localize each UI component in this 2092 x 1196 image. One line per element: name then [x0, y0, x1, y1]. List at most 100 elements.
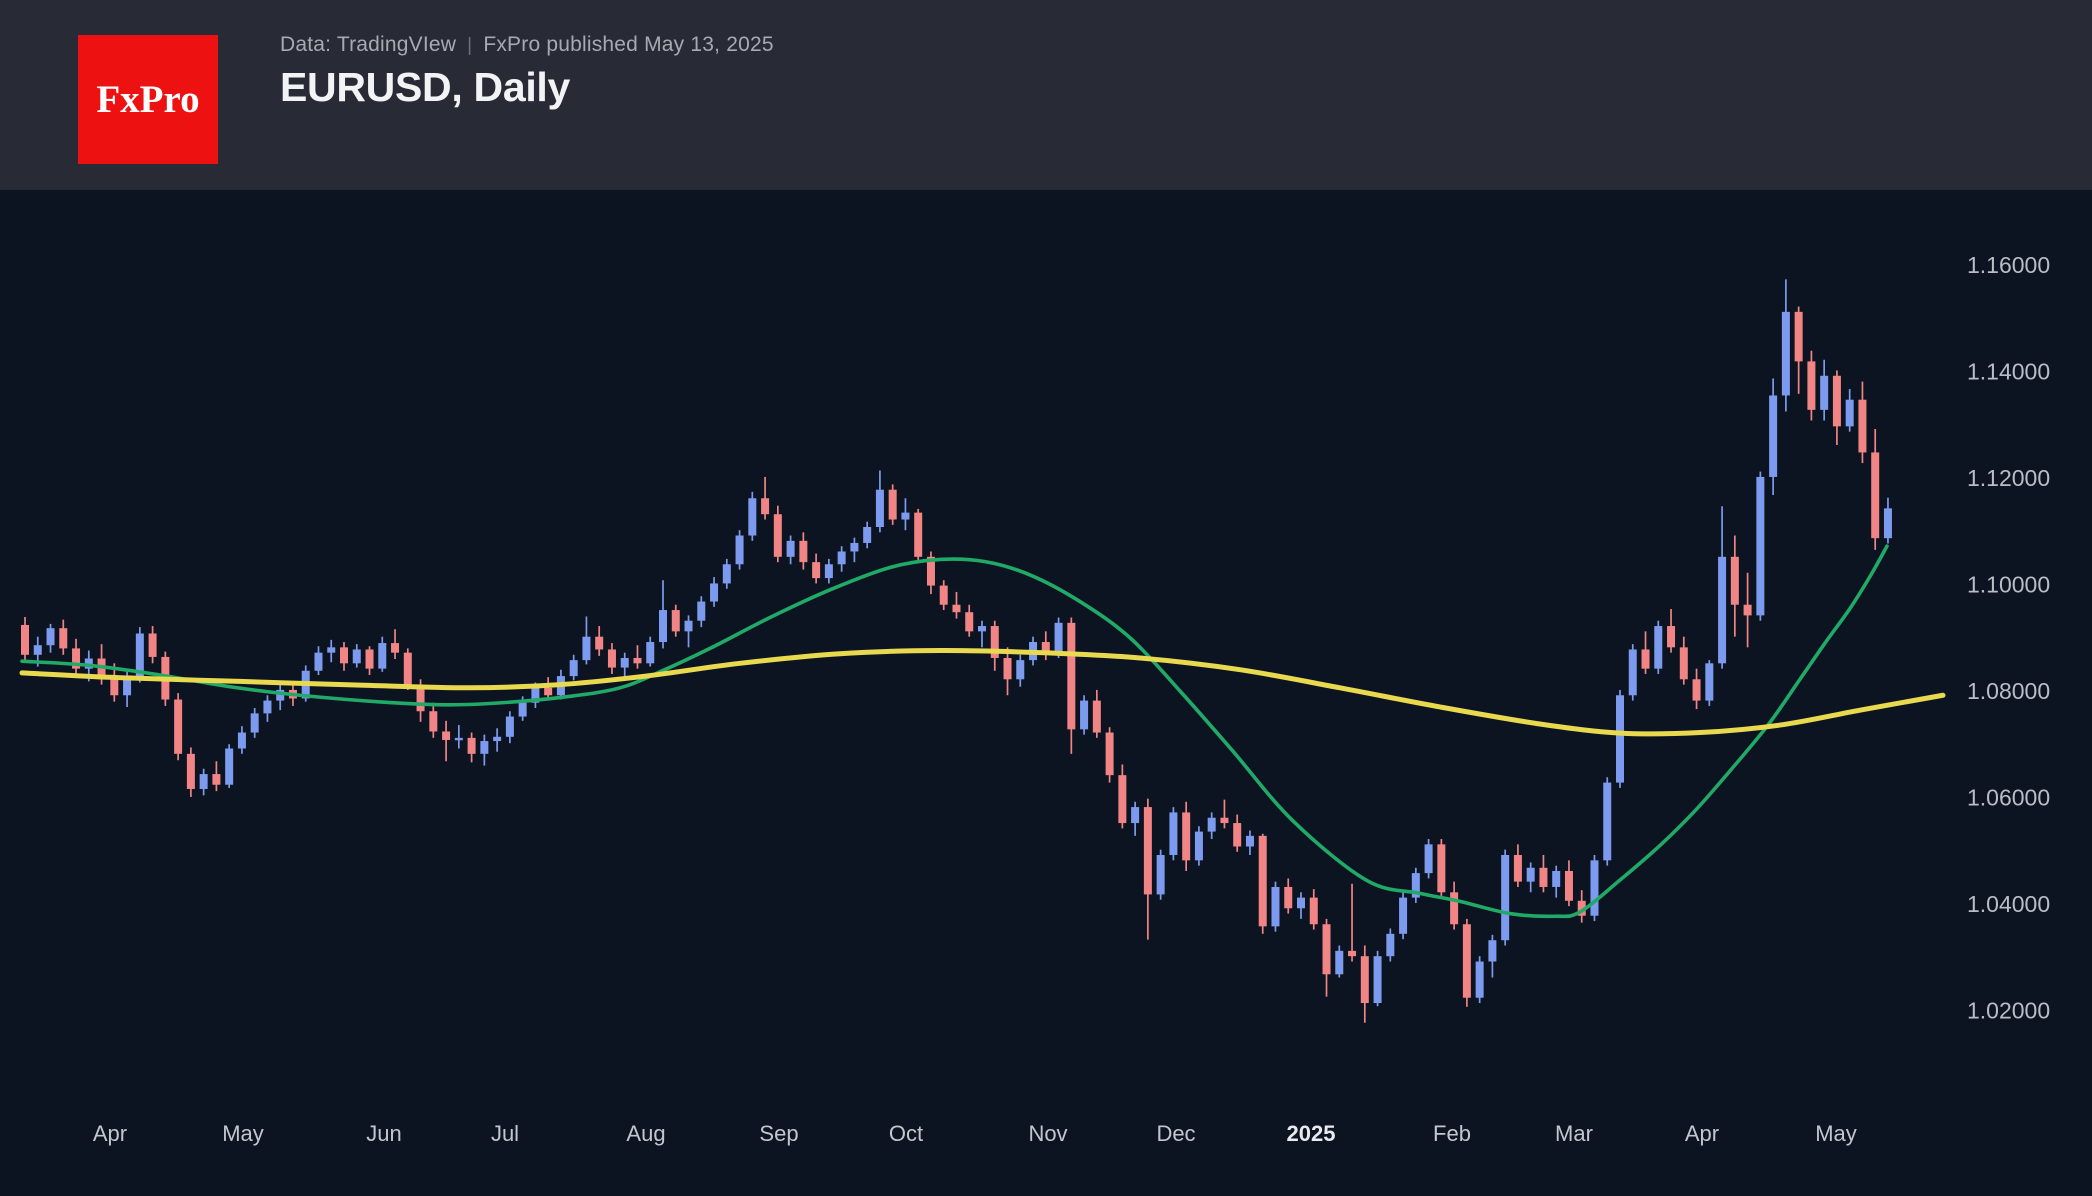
candle-body-down	[59, 628, 68, 649]
x-axis-tick-label: May	[1815, 1121, 1857, 1146]
x-axis-tick-label: Dec	[1156, 1121, 1195, 1146]
candle-body-down	[174, 699, 183, 754]
candle-body-up	[1245, 835, 1254, 847]
candle-body-down	[1692, 679, 1701, 701]
candle-body-down	[1322, 924, 1331, 975]
candle-body-up	[135, 633, 144, 678]
candle-body-up	[1207, 817, 1216, 832]
x-axis-tick-label: Apr	[1685, 1121, 1719, 1146]
y-axis-tick-label: 1.04000	[1967, 891, 2050, 917]
x-axis-tick-label: Sep	[759, 1121, 798, 1146]
candle-body-down	[365, 649, 374, 669]
y-axis-tick-label: 1.06000	[1967, 785, 2050, 811]
candle-body-up	[710, 583, 719, 602]
chart-source-line: Data: TradingVIew | FxPro published May …	[280, 33, 774, 57]
candle-body-down	[812, 562, 821, 579]
candle-body-down	[990, 626, 999, 658]
x-axis-tick-label: Aug	[626, 1121, 665, 1146]
candle-body-up	[33, 645, 42, 655]
candle-body-down	[1360, 956, 1369, 1004]
ma-slow-yellow-line	[19, 648, 1946, 737]
candle-body-down	[1067, 622, 1076, 730]
candle-body-up	[659, 610, 667, 643]
candle-body-down	[1220, 817, 1229, 824]
candle-body-up	[786, 540, 795, 557]
candle-body-down	[1743, 604, 1752, 616]
candle-body-down	[429, 711, 438, 732]
candle-body-down	[1143, 807, 1152, 895]
candle-body-up	[1603, 782, 1612, 861]
candle-body-up	[646, 642, 655, 664]
header: FxPro Data: TradingVIew | FxPro publishe…	[0, 0, 2092, 190]
candle-body-down	[442, 731, 451, 740]
candle-body-down	[391, 643, 400, 653]
candle-body-up	[1080, 700, 1089, 730]
candle-body-up	[1386, 933, 1395, 957]
candle-body-up	[1475, 961, 1484, 998]
candle-body-up	[1616, 695, 1624, 783]
candle-body-up	[1883, 508, 1892, 539]
candle-body-down	[799, 540, 808, 563]
candle-body-down	[1730, 556, 1739, 605]
candle-body-up	[352, 649, 361, 664]
candle-body-down	[1182, 812, 1191, 861]
data-source-text: Data: TradingVIew	[280, 33, 457, 56]
chart-title: EURUSD, Daily	[280, 64, 571, 110]
candle-body-down	[939, 585, 948, 605]
candle-body-up	[735, 535, 744, 565]
candle-body-down	[148, 633, 157, 657]
separator-bar: |	[467, 35, 473, 56]
candle-body-up	[837, 551, 846, 565]
x-axis-tick-label: Feb	[1433, 1121, 1471, 1146]
candle-body-down	[1513, 855, 1522, 882]
candle-body-up	[697, 601, 706, 621]
candle-body-up	[237, 732, 246, 749]
candle-body-up	[569, 660, 578, 677]
candle-body-up	[1271, 886, 1280, 927]
candle-body-down	[1258, 835, 1267, 927]
y-axis-tick-label: 1.02000	[1967, 998, 2050, 1024]
y-axis-tick-label: 1.14000	[1967, 359, 2050, 385]
candle-body-down	[1450, 892, 1459, 925]
candle-body-down	[467, 737, 476, 754]
candle-body-down	[1284, 886, 1293, 909]
candle-body-down	[1309, 897, 1318, 925]
candle-body-up	[863, 526, 872, 543]
candle-body-up	[684, 620, 693, 632]
x-axis-labels: Apr May Jun Jul Aug Sep Oct Nov Dec 2025 Feb Mar Apr…	[93, 1121, 1857, 1146]
title-block: Data: TradingVIew | FxPro published May …	[280, 33, 774, 111]
candle-body-down	[1807, 361, 1816, 410]
candle-body-down	[97, 658, 106, 680]
candle-body-down	[633, 657, 642, 664]
candle-body-up	[748, 498, 757, 536]
candle-body-down	[212, 774, 221, 785]
candle-body-up	[1373, 956, 1382, 1004]
candle-body-down	[1003, 657, 1012, 680]
candle-body-up	[978, 626, 986, 632]
candle-body-down	[1539, 867, 1548, 887]
candle-body-up	[493, 736, 502, 742]
candle-body-down	[926, 556, 935, 586]
candle-body-up	[327, 647, 336, 653]
y-axis-tick-label: 1.10000	[1967, 572, 2050, 598]
candle-body-up	[1628, 649, 1637, 696]
candle-body-up	[1016, 660, 1025, 680]
candle-body-down	[544, 687, 553, 696]
candle-body-up	[480, 741, 489, 754]
candle-body-up	[314, 652, 323, 671]
candle-body-down	[21, 624, 29, 655]
candle-body-up	[1705, 663, 1714, 701]
candle-body-down	[1832, 375, 1841, 427]
candle-body-up	[850, 542, 859, 552]
candle-body-down	[773, 514, 782, 557]
candle-body-up	[1054, 622, 1063, 653]
candle-body-up	[46, 628, 55, 646]
y-axis-tick-label: 1.08000	[1967, 678, 2050, 704]
candle-body-up	[1756, 476, 1765, 616]
candle-body-down	[671, 610, 680, 632]
candle-body-up	[1411, 873, 1420, 898]
x-axis-tick-label: Nov	[1028, 1121, 1067, 1146]
candle-body-down	[1577, 900, 1586, 916]
y-axis-tick-label: 1.16000	[1967, 252, 2050, 278]
